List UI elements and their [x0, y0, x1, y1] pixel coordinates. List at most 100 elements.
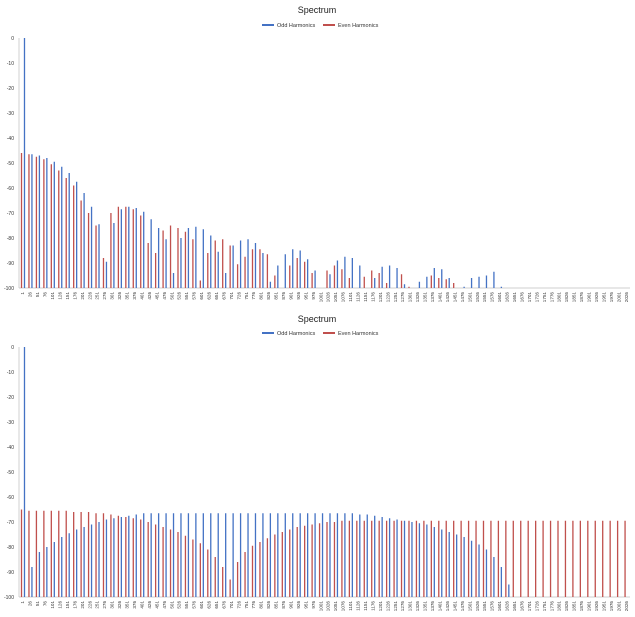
bar: [180, 238, 182, 288]
bar: [485, 549, 488, 597]
bar: [110, 514, 112, 597]
x-tick-label: 1051: [333, 601, 338, 612]
x-tick-label: 1026: [326, 601, 331, 612]
bar: [35, 156, 38, 288]
bar: [195, 513, 197, 597]
bar: [493, 557, 495, 597]
x-tick-label: 926: [296, 292, 301, 300]
bar: [172, 513, 175, 597]
x-tick-label: 1076: [341, 601, 346, 612]
bar: [281, 532, 283, 597]
y-axis: 0 -10 -20 -30 -40 -50 -60 -70 -80 -90 -100: [4, 345, 14, 601]
bar: [378, 273, 380, 288]
bar: [143, 513, 145, 597]
x-tick-label: 301: [110, 292, 115, 300]
x-tick-label: 1101: [348, 601, 353, 611]
bar: [125, 517, 127, 597]
bar: [65, 510, 67, 597]
x-tick-label: 1951: [601, 292, 606, 303]
bar: [374, 515, 376, 597]
bar: [441, 529, 443, 597]
bar: [105, 519, 108, 597]
x-tick-label: 1226: [385, 292, 390, 303]
bar: [430, 520, 432, 597]
bar: [90, 206, 93, 288]
bar: [207, 253, 209, 288]
bar: [83, 527, 85, 597]
x-tick-label: 251: [95, 601, 100, 609]
bar: [296, 527, 298, 597]
bar: [371, 520, 373, 597]
x-tick-label: 551: [184, 601, 189, 609]
x-tick-label: 651: [214, 601, 219, 609]
bar: [594, 520, 596, 597]
bar: [207, 549, 209, 597]
bar: [388, 518, 391, 597]
bar: [311, 524, 313, 597]
x-tick-label: 1251: [393, 292, 398, 303]
bar: [336, 513, 339, 597]
x-tick-label: 776: [251, 292, 256, 300]
x-tick-label: 1576: [490, 292, 495, 303]
bar: [110, 213, 112, 288]
bar: [508, 584, 510, 597]
y-tick-label: -40: [7, 136, 14, 142]
bar: [366, 514, 368, 597]
x-tick-label: 301: [110, 601, 115, 609]
x-tick-label: 1426: [445, 292, 450, 303]
bar: [128, 206, 130, 288]
bar: [304, 261, 306, 288]
x-tick-label: 576: [192, 601, 197, 609]
x-tick-label: 1601: [497, 601, 502, 612]
x-tick-label: 1426: [445, 601, 450, 612]
bar: [157, 228, 160, 288]
bar: [277, 513, 279, 597]
bar: [356, 520, 358, 597]
bar: [385, 520, 388, 597]
bar: [247, 239, 249, 288]
bar: [46, 547, 48, 597]
bar: [289, 529, 291, 597]
bar: [192, 239, 194, 288]
x-tick-label: 1226: [385, 601, 390, 612]
x-tick-label: 1051: [333, 292, 338, 303]
x-tick-label: 1926: [594, 601, 599, 612]
x-tick-label: 876: [281, 292, 286, 300]
bar: [478, 276, 480, 288]
y-tick-label: -50: [7, 470, 14, 476]
y-tick-label: -90: [7, 570, 14, 576]
bar: [378, 520, 380, 597]
bar: [105, 261, 108, 288]
bar: [381, 266, 383, 288]
x-axis: 1 26 51 76 101 126 151 176 201 226 251 276 301 326 351…: [20, 292, 629, 303]
bar: [143, 211, 145, 288]
bar: [135, 208, 137, 288]
x-tick-label: 1801: [557, 292, 562, 303]
x-tick-label: 876: [281, 601, 286, 609]
bar: [76, 181, 78, 288]
bar: [304, 525, 306, 597]
bar: [73, 185, 75, 288]
bar: [154, 253, 157, 288]
x-tick-label: 1451: [452, 601, 457, 612]
x-tick-label: 151: [65, 292, 70, 300]
x-tick-label: 26: [28, 601, 33, 607]
bar: [195, 226, 197, 288]
bar: [217, 513, 219, 597]
bar: [269, 513, 272, 597]
bar: [418, 523, 421, 597]
y-tick-label: 0: [11, 36, 14, 42]
x-tick-label: 601: [199, 601, 204, 609]
bar: [46, 158, 48, 288]
bar: [374, 278, 376, 288]
bar: [157, 513, 160, 597]
bar: [348, 520, 351, 597]
x-tick-label: 1251: [393, 601, 398, 612]
bar: [441, 269, 443, 288]
bar: [98, 522, 100, 597]
bar: [262, 513, 264, 597]
bar: [557, 520, 559, 597]
y-tick-label: -80: [7, 236, 14, 242]
y-tick-label: -80: [7, 545, 14, 551]
x-tick-label: 626: [207, 292, 212, 300]
